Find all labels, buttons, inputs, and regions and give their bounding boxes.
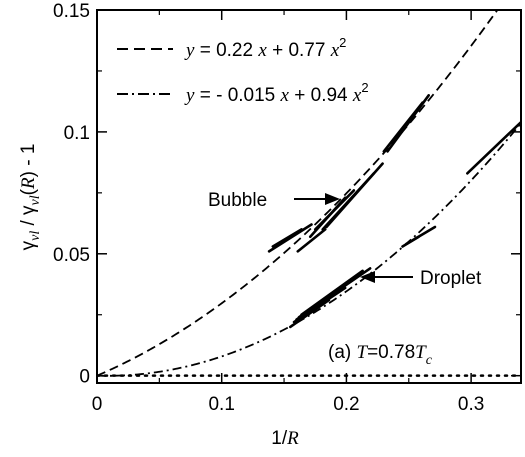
- droplet-segment-5: [300, 269, 364, 317]
- legend-entry-2: y = - 0.015 x + 0.94 x2: [184, 80, 369, 106]
- x-axis-label: 1/R: [271, 428, 299, 449]
- bubble-segment-5: [313, 189, 356, 231]
- bubble-segment-7: [325, 162, 384, 229]
- y-tick-label: 0.15: [53, 1, 90, 22]
- fit-curves: [97, 10, 521, 377]
- legend: y = 0.22 x + 0.77 x2 y = - 0.015 x + 0.9…: [117, 35, 369, 106]
- axis-ticks: [96, 9, 521, 383]
- droplet-series: [288, 120, 521, 329]
- droplet-arrow-head: [360, 271, 375, 283]
- legend-entry-1: y = 0.22 x + 0.77 x2: [184, 35, 346, 61]
- bubble-label: Bubble: [208, 190, 267, 211]
- plot-frame: [96, 9, 522, 384]
- droplet-segment-8: [466, 120, 521, 175]
- droplet-segment-7: [401, 235, 421, 248]
- panel-label: (a) T=0.78Tc: [328, 342, 433, 368]
- bubble-series: [267, 94, 431, 253]
- bubble-segment-9: [386, 94, 431, 153]
- bubble-arrow-head: [325, 193, 340, 205]
- fit-curve-1: [97, 10, 499, 377]
- x-tick-label: 0.2: [333, 394, 359, 415]
- y-axis-label: γvl / γvl(R) - 1: [18, 144, 43, 251]
- x-tick-label: 0.1: [208, 394, 234, 415]
- y-tick-label: 0.05: [53, 245, 90, 266]
- bubble-segment-2: [271, 228, 303, 248]
- axis-tick-labels: 0 0.1 0.2 0.3 0 0.05 0.1 0.15: [53, 1, 484, 415]
- fit-curve-2: [97, 122, 521, 377]
- x-tick-label: 0.3: [458, 394, 484, 415]
- bubble-segment-1: [267, 223, 313, 253]
- y-tick-label: 0.1: [64, 123, 90, 144]
- droplet-label: Droplet: [420, 268, 482, 289]
- bubble-segment-3: [296, 228, 327, 253]
- y-tick-label: 0: [79, 367, 90, 388]
- x-tick-label: 0: [92, 394, 103, 415]
